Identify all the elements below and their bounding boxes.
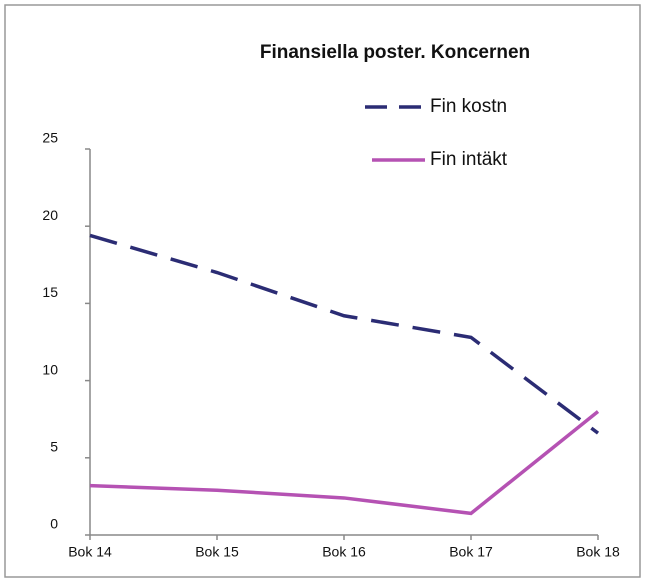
x-tick-label: Bok 17 [449, 544, 493, 560]
series-line [89, 410, 600, 516]
y-tick-label: 10 [42, 361, 58, 377]
y-tick-label: 25 [42, 130, 58, 146]
legend-label: Fin kostn [430, 96, 507, 117]
x-tick-label: Bok 14 [68, 544, 112, 560]
chart-border [4, 4, 641, 578]
y-tick-label: 20 [42, 207, 58, 223]
series-line [89, 233, 600, 435]
x-tick-label: Bok 16 [322, 544, 366, 560]
x-tick-label: Bok 18 [576, 544, 620, 560]
y-tick-label: 15 [42, 284, 58, 300]
y-tick-label: 5 [50, 439, 58, 455]
chart-title: Finansiella poster. Koncernen [260, 42, 530, 63]
x-tick-label: Bok 15 [195, 544, 239, 560]
y-tick-label: 0 [50, 516, 58, 532]
legend-label: Fin intäkt [430, 149, 508, 170]
